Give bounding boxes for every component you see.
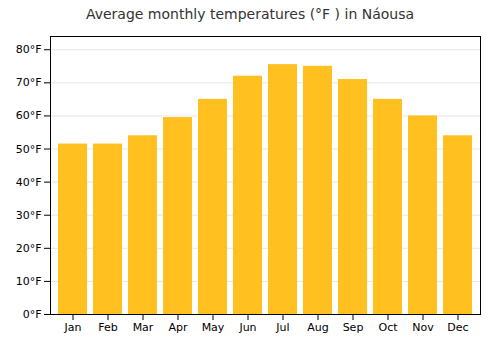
- svg-text:60°F: 60°F: [16, 109, 42, 122]
- svg-text:80°F: 80°F: [16, 43, 42, 56]
- svg-text:Aug: Aug: [307, 321, 328, 334]
- svg-text:10°F: 10°F: [16, 275, 42, 288]
- svg-text:Mar: Mar: [133, 321, 154, 334]
- svg-text:Sep: Sep: [343, 321, 364, 334]
- svg-text:Jul: Jul: [275, 321, 289, 334]
- svg-text:Nov: Nov: [412, 321, 434, 334]
- svg-text:Oct: Oct: [378, 321, 398, 334]
- svg-text:20°F: 20°F: [16, 242, 42, 255]
- svg-text:Feb: Feb: [98, 321, 117, 334]
- svg-text:Dec: Dec: [447, 321, 468, 334]
- svg-text:0°F: 0°F: [23, 308, 42, 321]
- svg-text:30°F: 30°F: [16, 209, 42, 222]
- svg-text:40°F: 40°F: [16, 176, 42, 189]
- svg-text:Jun: Jun: [238, 321, 256, 334]
- svg-text:Jan: Jan: [64, 321, 82, 334]
- svg-text:70°F: 70°F: [16, 76, 42, 89]
- svg-text:Apr: Apr: [168, 321, 188, 334]
- html-text:Average monthly temperatures (: Average monthly temperatures (°F ) in Ná…: [85, 6, 415, 22]
- svg-text:May: May: [202, 321, 225, 334]
- svg-text:50°F: 50°F: [16, 143, 42, 156]
